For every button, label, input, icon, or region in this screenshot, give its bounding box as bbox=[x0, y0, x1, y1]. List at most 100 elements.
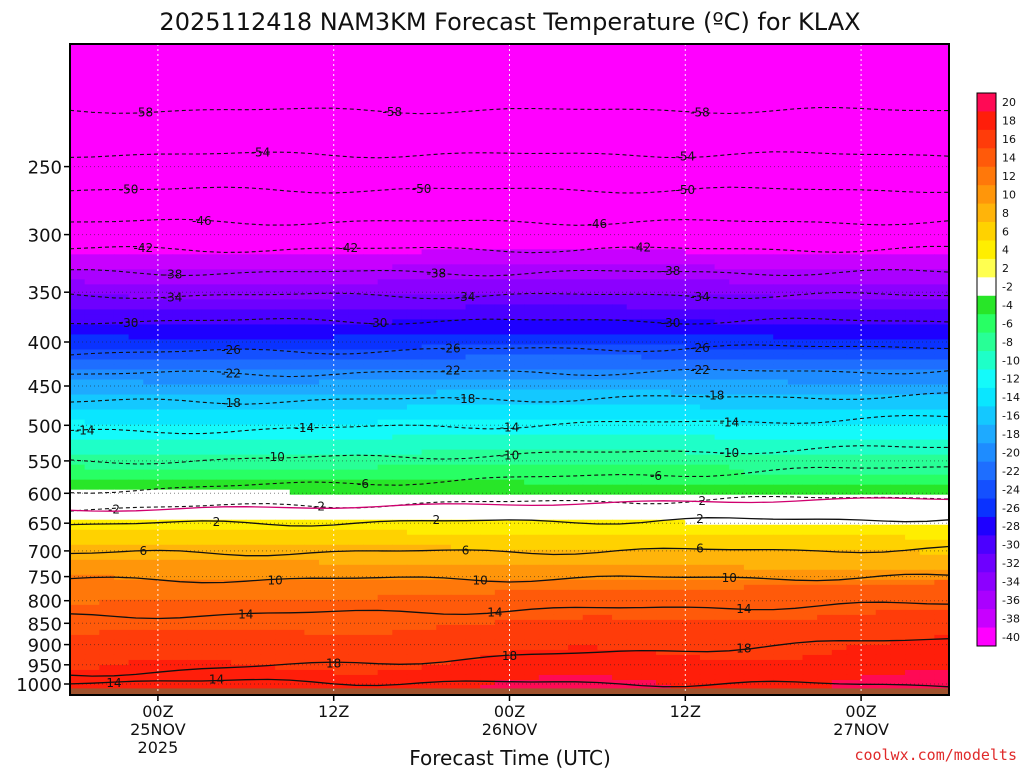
temperature-cell bbox=[363, 119, 379, 125]
temperature-cell bbox=[729, 174, 745, 180]
temperature-cell bbox=[787, 239, 804, 245]
temperature-cell bbox=[875, 219, 891, 225]
temperature-cell bbox=[509, 214, 525, 220]
temperature-cell bbox=[450, 149, 467, 155]
temperature-cell bbox=[245, 284, 262, 290]
temperature-cell bbox=[245, 194, 262, 200]
temperature-cell bbox=[260, 64, 276, 70]
temperature-cell bbox=[201, 84, 218, 90]
temperature-cell bbox=[319, 114, 335, 120]
temperature-cell bbox=[494, 299, 511, 305]
temperature-cell bbox=[714, 369, 730, 376]
temperature-cell bbox=[201, 164, 218, 170]
temperature-cell bbox=[406, 309, 423, 316]
temperature-cell bbox=[363, 194, 379, 200]
temperature-cell bbox=[524, 64, 540, 70]
temperature-cell bbox=[128, 354, 144, 361]
temperature-cell bbox=[861, 134, 877, 140]
temperature-cell bbox=[113, 364, 130, 371]
temperature-cell bbox=[377, 364, 393, 371]
temperature-cell bbox=[919, 289, 935, 295]
temperature-cell bbox=[494, 89, 511, 95]
temperature-cell bbox=[99, 414, 115, 421]
temperature-cell bbox=[729, 74, 745, 80]
temperature-cell bbox=[758, 49, 774, 55]
temperature-cell bbox=[245, 314, 262, 321]
temperature-cell bbox=[729, 159, 745, 165]
temperature-cell bbox=[612, 239, 628, 245]
temperature-cell bbox=[714, 204, 730, 210]
temperature-cell bbox=[113, 394, 130, 401]
temperature-cell bbox=[714, 404, 730, 411]
temperature-cell bbox=[626, 44, 642, 50]
temperature-cell bbox=[773, 324, 789, 331]
temperature-cell bbox=[128, 439, 144, 446]
temperature-cell bbox=[670, 189, 686, 195]
temperature-cell bbox=[773, 344, 789, 351]
temperature-cell bbox=[743, 389, 760, 396]
temperature-cell bbox=[245, 299, 262, 305]
temperature-cell bbox=[99, 369, 115, 376]
temperature-cell bbox=[524, 194, 540, 200]
temperature-cell bbox=[84, 289, 100, 295]
temperature-cell bbox=[919, 354, 935, 361]
temperature-cell bbox=[831, 119, 848, 125]
temperature-cell bbox=[304, 304, 320, 311]
temperature-cell bbox=[656, 179, 672, 185]
temperature-cell bbox=[685, 84, 701, 90]
temperature-cell bbox=[348, 229, 364, 235]
temperature-cell bbox=[787, 49, 804, 55]
temperature-cell bbox=[582, 49, 598, 55]
temperature-cell bbox=[831, 399, 848, 406]
temperature-cell bbox=[128, 174, 144, 180]
temperature-cell bbox=[787, 259, 804, 265]
temperature-cell bbox=[245, 54, 262, 60]
temperature-cell bbox=[714, 104, 730, 110]
temperature-cell bbox=[201, 419, 218, 426]
temperature-cell bbox=[99, 309, 115, 316]
temperature-cell bbox=[831, 284, 848, 290]
temperature-cell bbox=[421, 199, 437, 205]
temperature-cell bbox=[553, 334, 569, 341]
temperature-cell bbox=[99, 124, 115, 130]
temperature-cell bbox=[626, 364, 642, 371]
temperature-cell bbox=[143, 409, 159, 416]
temperature-cell bbox=[143, 384, 159, 391]
temperature-cell bbox=[113, 289, 130, 295]
temperature-cell bbox=[875, 324, 891, 331]
temperature-cell bbox=[348, 94, 364, 100]
temperature-cell bbox=[333, 179, 349, 185]
temperature-cell bbox=[817, 74, 833, 80]
temperature-cell bbox=[450, 419, 467, 426]
temperature-cell bbox=[172, 334, 188, 341]
temperature-cell bbox=[289, 199, 305, 205]
temperature-cell bbox=[128, 294, 144, 300]
temperature-cell bbox=[758, 79, 774, 85]
temperature-cell bbox=[275, 449, 291, 456]
temperature-cell bbox=[216, 149, 232, 155]
temperature-cell bbox=[289, 169, 305, 175]
temperature-cell bbox=[216, 289, 232, 295]
temperature-cell bbox=[363, 419, 379, 426]
temperature-cell bbox=[729, 354, 745, 361]
temperature-cell bbox=[758, 144, 774, 150]
temperature-cell bbox=[787, 229, 804, 235]
temperature-cell bbox=[201, 414, 218, 421]
temperature-cell bbox=[363, 239, 379, 245]
temperature-cell bbox=[817, 369, 833, 376]
temperature-cell bbox=[670, 369, 686, 376]
temperature-cell bbox=[128, 289, 144, 295]
temperature-cell bbox=[392, 404, 408, 411]
temperature-cell bbox=[421, 59, 437, 65]
temperature-cell bbox=[70, 204, 86, 210]
temperature-cell bbox=[524, 144, 540, 150]
temperature-cell bbox=[260, 444, 276, 451]
temperature-cell bbox=[568, 314, 584, 321]
temperature-cell bbox=[392, 169, 408, 175]
temperature-cell bbox=[861, 284, 877, 290]
temperature-cell bbox=[582, 64, 598, 70]
temperature-cell bbox=[187, 274, 203, 280]
temperature-cell bbox=[363, 114, 379, 120]
temperature-cell bbox=[260, 284, 276, 290]
temperature-cell bbox=[890, 354, 906, 361]
